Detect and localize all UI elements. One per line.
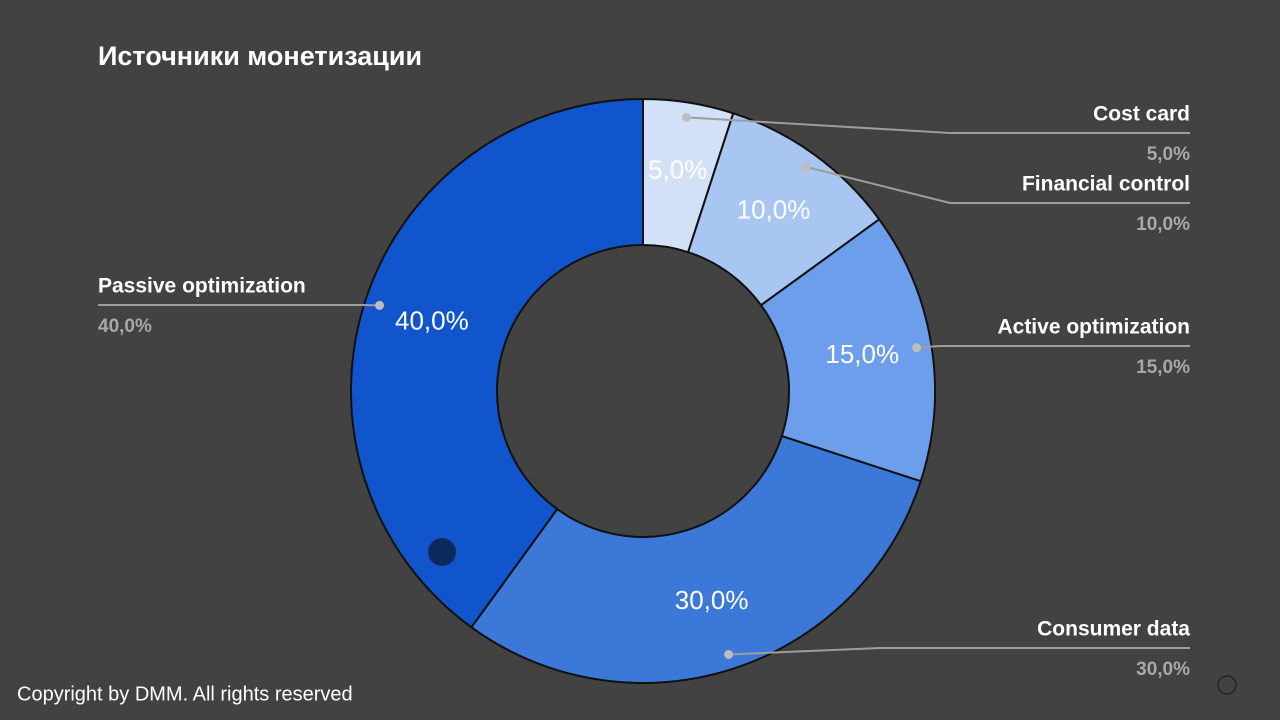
- ui-indicator: [1217, 675, 1237, 695]
- legend-label: Consumer data: [1037, 618, 1190, 641]
- slice-label: 5,0%: [648, 155, 707, 185]
- slice-label: 10,0%: [737, 194, 811, 224]
- leader-dot: [681, 112, 691, 122]
- chart-title: Источники монетизации: [98, 41, 422, 71]
- slice: [469, 434, 922, 684]
- legend-label: Financial control: [1022, 173, 1190, 196]
- footer: Copyright by DMM. All rights reserved: [17, 683, 353, 705]
- leader-dot: [801, 162, 811, 172]
- legend-label: Active optimization: [997, 316, 1190, 339]
- leader-dot: [724, 649, 734, 659]
- legend-label: Cost card: [1093, 103, 1190, 126]
- slice: [759, 217, 936, 483]
- slice-label: 40,0%: [395, 305, 469, 335]
- slice-label: 30,0%: [675, 585, 749, 615]
- leader-line: [728, 647, 1190, 656]
- leader-line: [805, 165, 1190, 204]
- cursor-dot: [428, 538, 456, 566]
- legend-value: 15,0%: [1136, 357, 1190, 378]
- legend-value: 5,0%: [1147, 144, 1190, 165]
- leader-line: [686, 116, 1190, 134]
- leader-dot: [912, 343, 922, 353]
- legend-value: 40,0%: [98, 316, 152, 337]
- legend-value: 30,0%: [1136, 659, 1190, 680]
- leader-dot: [375, 300, 385, 310]
- leader-line: [916, 345, 1190, 349]
- legend-label: Passive optimization: [98, 275, 306, 298]
- slice-label: 15,0%: [825, 339, 899, 369]
- slice: [350, 97, 644, 629]
- legend-value: 10,0%: [1136, 214, 1190, 235]
